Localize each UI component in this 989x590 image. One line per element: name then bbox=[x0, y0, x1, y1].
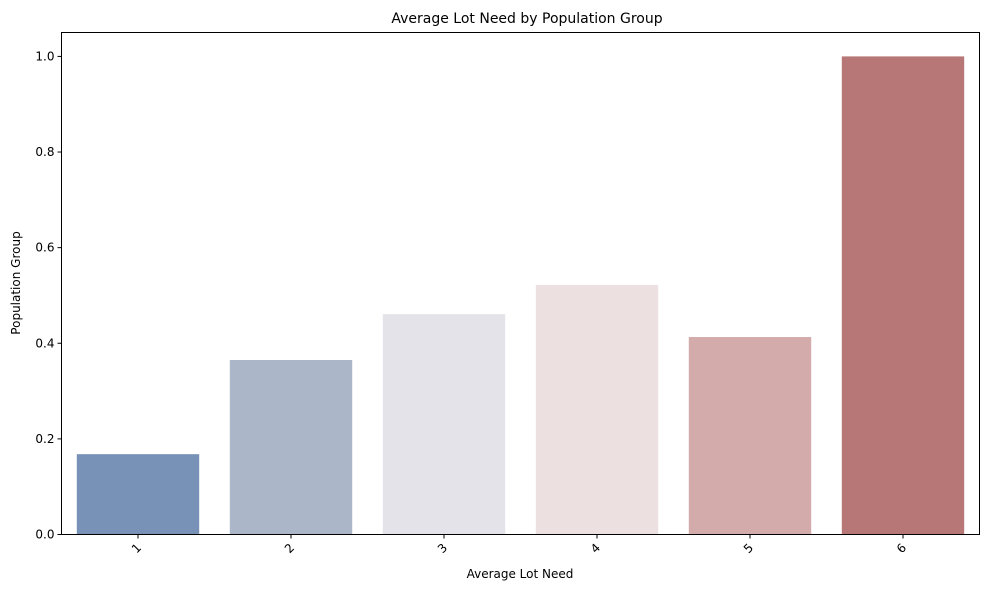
bar-4 bbox=[535, 284, 659, 535]
bar-1 bbox=[76, 454, 200, 535]
bar-2 bbox=[229, 359, 353, 535]
x-tick-label: 5 bbox=[741, 541, 756, 556]
bar-6 bbox=[841, 56, 965, 535]
y-tick-label: 0.4 bbox=[35, 336, 54, 350]
y-tick-label: 0.8 bbox=[35, 145, 54, 159]
x-axis-label: Average Lot Need bbox=[467, 567, 574, 581]
x-tick-label: 6 bbox=[894, 541, 909, 556]
chart-title: Average Lot Need by Population Group bbox=[391, 11, 662, 27]
y-axis: 0.0 0.2 0.4 0.6 0.8 1.0 bbox=[35, 49, 62, 542]
bar-5 bbox=[688, 337, 812, 535]
y-tick-label: 0.6 bbox=[35, 241, 54, 255]
x-tick-label: 3 bbox=[435, 541, 450, 556]
x-tick-label: 1 bbox=[129, 541, 144, 556]
plot-frame bbox=[61, 32, 980, 535]
x-tick-label: 4 bbox=[588, 541, 603, 556]
y-axis-label: Population Group bbox=[9, 231, 23, 334]
bar-3 bbox=[382, 314, 506, 535]
y-tick-label: 0.2 bbox=[35, 432, 54, 446]
y-tick-label: 0.0 bbox=[35, 528, 54, 542]
bars-layer bbox=[76, 56, 965, 535]
y-tick-label: 1.0 bbox=[35, 49, 54, 63]
x-axis: 1 2 3 4 5 6 bbox=[129, 534, 909, 556]
x-tick-label: 2 bbox=[282, 541, 297, 556]
